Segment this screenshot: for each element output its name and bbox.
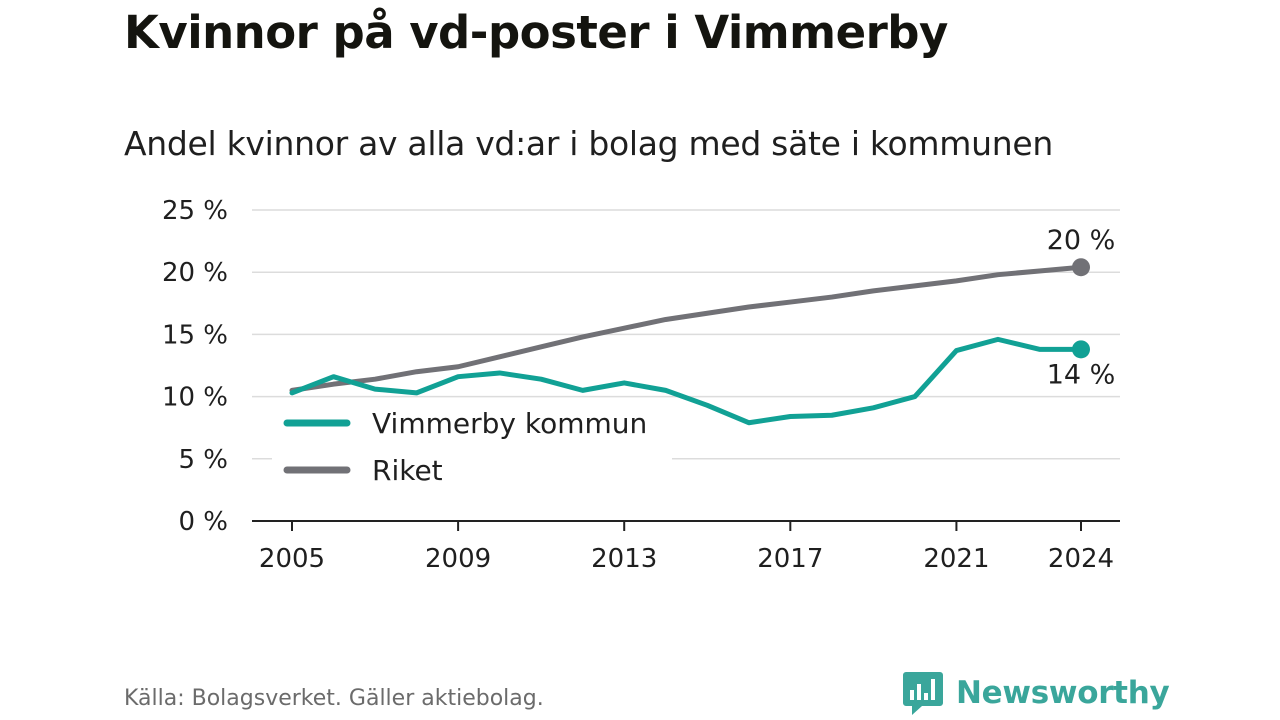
legend-label-0: Vimmerby kommun — [372, 407, 647, 440]
brand-logo[interactable]: Newsworthy — [902, 670, 1170, 716]
series-line-1 — [289, 264, 1084, 393]
legend: Vimmerby kommun Riket — [272, 400, 672, 494]
series-end-point-0 — [1072, 340, 1090, 359]
chart-title: Kvinnor på vd-poster i Vimmerby — [124, 6, 948, 59]
y-tick-label: 15 % — [162, 320, 228, 350]
x-tick-label: 2024 — [1048, 544, 1114, 574]
x-tick-label: 2017 — [757, 544, 823, 574]
series-line-0 — [289, 336, 1084, 426]
x-tick-label: 2005 — [259, 544, 325, 574]
x-tick-label: 2013 — [591, 544, 657, 574]
x-tick-label: 2009 — [425, 544, 491, 574]
series-end-point-1 — [1072, 258, 1090, 277]
x-tick-label: 2021 — [923, 544, 989, 574]
axes: 0 % 5 % 10 % 15 % 20 % 25 % 2005 2009 2013 2017 20… — [162, 196, 1120, 574]
end-label-vimmerby: 14 % — [1047, 359, 1116, 390]
y-tick-label: 10 % — [162, 383, 228, 413]
end-label-riket: 20 % — [1047, 225, 1116, 256]
bar-chart-icon — [903, 672, 943, 715]
brand-name: Newsworthy — [956, 675, 1170, 711]
y-tick-label: 0 % — [178, 507, 228, 537]
end-labels: 20 % 14 % — [1047, 225, 1116, 390]
line-chart: 0 % 5 % 10 % 15 % 20 % 25 % 2005 2009 2013 2017 20… — [162, 196, 1120, 574]
legend-label-1: Riket — [372, 454, 443, 487]
legend-background — [272, 400, 672, 494]
series — [289, 258, 1090, 426]
y-tick-label: 25 % — [162, 196, 228, 226]
y-tick-label: 5 % — [178, 445, 228, 475]
y-tick-label: 20 % — [162, 258, 228, 288]
chart-subtitle: Andel kvinnor av alla vd:ar i bolag med … — [124, 124, 1053, 163]
source-note: Källa: Bolagsverket. Gäller aktiebolag. — [124, 686, 544, 711]
